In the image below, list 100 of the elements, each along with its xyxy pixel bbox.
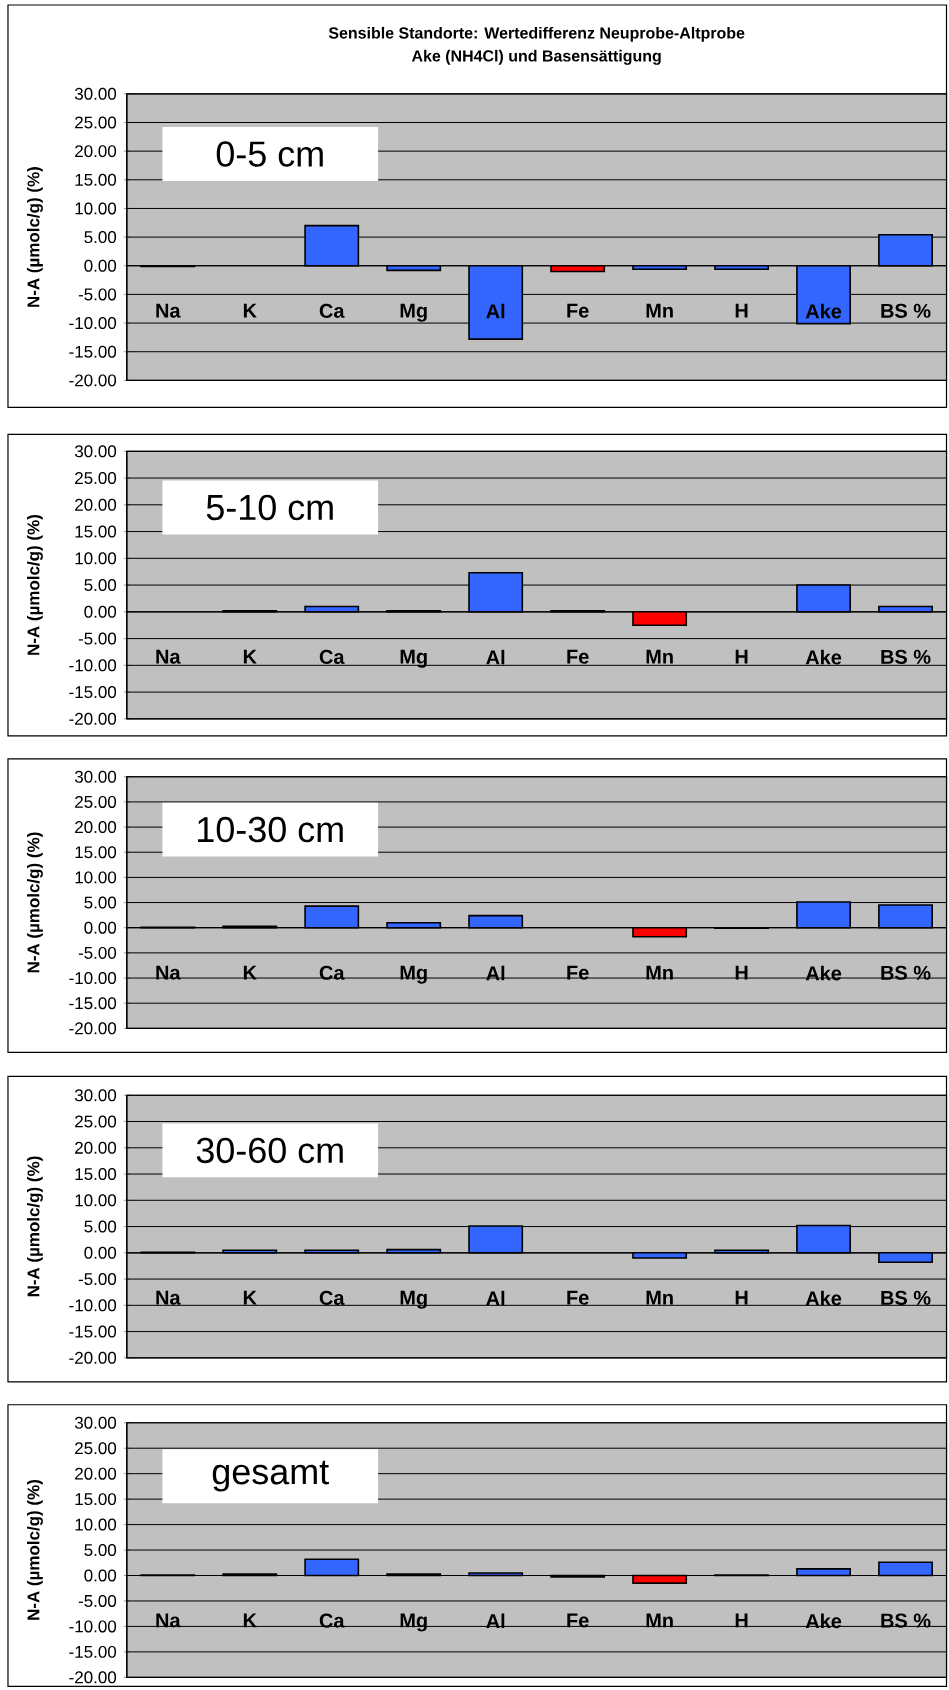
y-tick-label: -10.00 [69,972,117,985]
x-tick-label: Mg [400,1290,428,1309]
x-tick-label: BS % [881,303,931,318]
x-tick-label: K [244,303,258,318]
y-tick-label: 25.00 [75,472,117,485]
y-axis-title: N-A (µmolc/g) (%) [27,515,44,655]
y-tick-label: 0.00 [84,921,117,934]
y-tick-label: -20.00 [69,1022,117,1035]
y-tick-label: -10.00 [69,1620,117,1633]
x-tick-label: Al [486,1290,505,1306]
y-axis-title: N-A (µmolc/g) (%) [27,832,44,973]
x-tick-label: Mn [646,965,674,980]
y-tick-label: -15.00 [69,997,117,1010]
y-tick-label: 15.00 [75,1168,117,1181]
y-tick-label: -15.00 [69,1645,117,1658]
y-tick-label: 30.00 [75,87,117,100]
y-axis-title: N-A (µmolc/g) (%) [27,167,44,307]
x-tick-label: Fe [567,649,589,664]
x-tick-label: Mg [400,303,428,322]
x-tick-label: Al [486,965,505,981]
y-tick-label: -5.00 [79,1594,117,1607]
x-tick-label: H [735,1290,748,1305]
x-tick-label: Al [486,1613,505,1628]
y-tick-label: -10.00 [69,1299,117,1312]
y-tick-label: 15.00 [75,1493,117,1506]
y-tick-label: 5.00 [84,1544,117,1557]
y-tick-label: 5.00 [84,231,117,244]
x-tick-label: Mn [646,303,674,318]
x-tick-label: Fe [567,965,589,980]
x-tick-label: Na [156,649,181,664]
x-tick-label: H [735,1613,748,1628]
annotation: gesamt [213,1460,330,1492]
y-tick-label: 20.00 [75,145,117,158]
y-tick-label: 30.00 [75,1089,117,1102]
y-tick-label: 25.00 [75,795,117,808]
x-tick-label: Fe [567,1290,589,1305]
chart-title: Sensible Standorte: Wertedifferenz Neuprobe-Altprobe [329,26,745,42]
x-tick-label: K [244,1290,258,1305]
y-tick-label: 5.00 [84,1220,117,1233]
y-tick-label: -20.00 [69,374,117,387]
y-tick-label: 25.00 [75,116,117,129]
y-tick-label: 25.00 [75,1442,117,1455]
x-tick-label: H [735,649,748,664]
x-tick-label: Ake [806,649,842,665]
y-tick-label: 30.00 [75,445,117,458]
x-tick-label: Al [486,649,505,665]
x-tick-label: Mg [400,649,428,668]
x-tick-label: Ca [320,303,345,318]
x-tick-label: Ake [806,1290,842,1306]
x-tick-label: Na [156,1613,181,1628]
bar [878,1561,934,1577]
x-tick-label: K [244,649,258,664]
y-tick-label: -10.00 [69,659,117,672]
y-tick-label: 10.00 [75,552,117,565]
y-tick-label: -5.00 [79,1273,117,1286]
y-tick-label: -20.00 [69,1351,117,1364]
y-tick-label: 30.00 [75,1416,117,1429]
y-tick-label: 10.00 [75,202,117,215]
x-tick-label: Ca [320,965,345,980]
y-tick-label: 25.00 [75,1115,117,1128]
y-tick-label: -20.00 [69,712,117,725]
x-tick-label: Ca [320,1290,345,1305]
y-tick-label: 5.00 [84,579,117,592]
x-tick-label: Al [486,303,505,319]
y-tick-label: 15.00 [75,846,117,859]
y-tick-label: 10.00 [75,1518,117,1531]
y-tick-label: -10.00 [69,317,117,330]
y-tick-label: 0.00 [84,1246,117,1259]
x-tick-label: Ca [320,1613,345,1628]
x-tick-label: Fe [567,1613,589,1628]
bar [468,1572,524,1577]
y-tick-label: 5.00 [84,896,117,909]
annotation: 30-60 cm [196,1137,344,1164]
y-tick-label: 0.00 [84,605,117,618]
x-tick-label: Mn [646,1613,674,1628]
y-tick-label: -15.00 [69,686,117,699]
annotation: 5-10 cm [207,494,334,521]
bar [632,1574,688,1584]
y-tick-label: 0.00 [84,259,117,272]
x-tick-label: Mg [400,965,428,984]
x-tick-label: BS % [881,1613,931,1628]
chart-subtitle: Ake (NH4Cl) und Basensättigung [412,49,661,65]
x-tick-label: Ake [806,1613,842,1629]
annotation: 10-30 cm [198,816,344,843]
x-tick-label: BS % [881,1290,931,1305]
x-tick-label: Ake [806,303,842,319]
y-tick-label: 15.00 [75,173,117,186]
x-tick-label: BS % [881,649,931,664]
y-tick-label: -5.00 [79,288,117,301]
y-tick-label: 20.00 [75,498,117,511]
y-tick-label: 20.00 [75,821,117,834]
x-tick-label: Fe [567,303,589,318]
x-tick-label: Ake [806,965,842,981]
y-tick-label: 20.00 [75,1141,117,1154]
y-tick-label: 10.00 [75,871,117,884]
y-tick-label: -20.00 [69,1671,117,1684]
y-axis-title: N-A (µmolc/g) (%) [27,1480,44,1620]
y-tick-label: -5.00 [79,632,117,645]
x-tick-label: BS % [881,965,931,980]
x-tick-label: H [735,303,748,318]
